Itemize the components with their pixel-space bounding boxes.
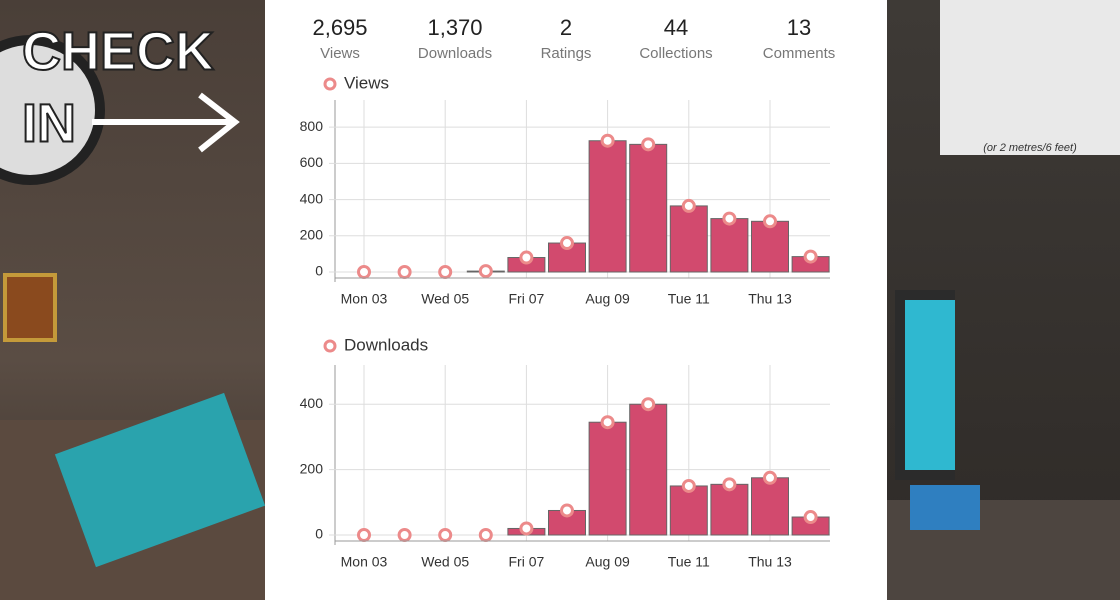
- point: [681, 478, 696, 493]
- y-tick-label: 200: [300, 460, 324, 476]
- stat-value: 44: [664, 15, 688, 40]
- point: [519, 250, 534, 265]
- bar: [588, 421, 627, 536]
- clock: [0, 35, 105, 185]
- point: [478, 264, 493, 279]
- bar: [629, 143, 668, 273]
- stat-value: 1,370: [427, 15, 482, 40]
- monitor-screen: [905, 300, 955, 470]
- stat-label: Downloads: [418, 45, 492, 62]
- logo-line: CHECK: [22, 21, 214, 81]
- point: [560, 236, 574, 251]
- x-tick-label: Wed 05: [421, 554, 469, 570]
- stat-value: 13: [787, 15, 811, 40]
- point: [438, 528, 453, 542]
- x-tick-label: Fri 07: [509, 291, 545, 307]
- x-tick-label: Tue 11: [668, 554, 710, 570]
- bar: [629, 403, 668, 536]
- bar: [751, 220, 789, 273]
- chart-title: Downloads: [344, 335, 428, 354]
- y-tick-label: 400: [300, 190, 324, 206]
- bar: [710, 218, 749, 273]
- y-tick-label: 200: [300, 226, 324, 242]
- point: [438, 265, 453, 279]
- stat-label: Collections: [639, 45, 712, 62]
- point: [763, 470, 777, 485]
- stat-value: 2: [560, 15, 572, 40]
- point: [803, 510, 818, 525]
- point: [560, 503, 574, 518]
- legend-marker: [323, 77, 337, 91]
- folder: [54, 392, 266, 568]
- legend-marker: [323, 339, 337, 353]
- y-tick-label: 0: [315, 263, 323, 279]
- logo-arrow-head: [198, 92, 240, 153]
- x-tick-label: Thu 13: [748, 291, 792, 307]
- picture-frame: [3, 273, 57, 342]
- bar: [669, 205, 708, 273]
- y-tick-label: 600: [300, 154, 324, 170]
- poster: [940, 0, 1120, 155]
- x-tick-label: Aug 09: [585, 291, 630, 307]
- x-tick-label: Mon 03: [341, 291, 388, 307]
- stat-label: Views: [320, 45, 360, 62]
- chart-title: Views: [344, 73, 389, 92]
- stat-value: 2,695: [312, 15, 367, 40]
- point: [357, 528, 371, 542]
- point: [478, 528, 493, 542]
- x-tick-label: Wed 05: [421, 291, 469, 307]
- mouse-pad: [910, 485, 980, 530]
- point: [722, 211, 737, 226]
- y-tick-label: 800: [300, 118, 324, 134]
- point: [600, 415, 615, 430]
- logo-line: IN: [22, 93, 76, 153]
- x-tick-label: Fri 07: [509, 554, 545, 570]
- point: [519, 521, 534, 536]
- point: [803, 249, 818, 264]
- poster-caption: (or 2 metres/6 feet): [983, 142, 1077, 154]
- point: [357, 265, 371, 279]
- stat-label: Comments: [763, 45, 836, 62]
- bar: [588, 140, 627, 273]
- bar: [669, 485, 708, 536]
- point: [763, 214, 777, 229]
- point: [641, 397, 656, 412]
- y-tick-label: 400: [300, 395, 324, 411]
- point: [600, 133, 615, 148]
- x-tick-label: Mon 03: [341, 554, 388, 570]
- point: [397, 265, 412, 279]
- point: [641, 137, 656, 152]
- bar: [710, 483, 749, 536]
- stat-label: Ratings: [541, 45, 592, 62]
- x-tick-label: Thu 13: [748, 554, 792, 570]
- point: [722, 477, 737, 492]
- point: [397, 528, 412, 542]
- bar: [751, 477, 789, 536]
- x-tick-label: Aug 09: [585, 554, 630, 570]
- point: [681, 198, 696, 213]
- x-tick-label: Tue 11: [668, 291, 710, 307]
- y-tick-label: 0: [315, 526, 323, 542]
